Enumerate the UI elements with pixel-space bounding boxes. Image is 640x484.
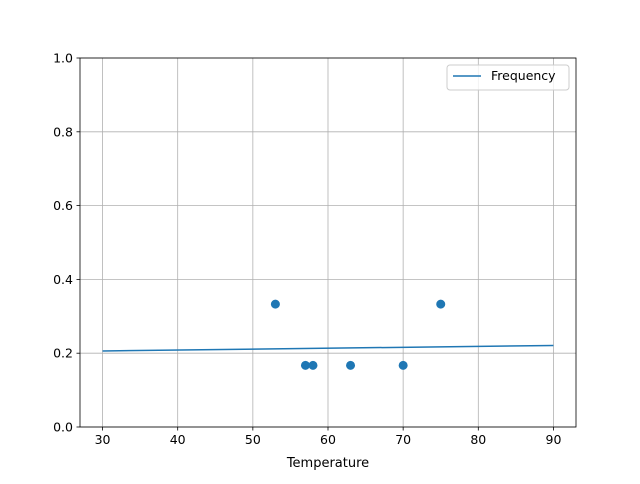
scatter-point [308,360,318,370]
scatter-point [346,360,356,370]
x-tick-label: 60 [320,432,336,447]
scatter-point [300,360,310,370]
x-axis-label: Temperature [286,456,369,471]
legend-label: Frequency [491,68,556,83]
x-tick-label: 30 [95,432,111,447]
x-tick-label: 40 [170,432,186,447]
ticks: 30 40 50 60 70 80 90 0.0 0.2 0.4 0.6 0.8 1.0 [53,51,561,448]
x-tick-label: 90 [546,432,562,447]
frequency-line [102,344,554,352]
scatter-point [436,299,446,309]
y-tick-label: 0.0 [53,420,73,435]
y-tick-label: 1.0 [53,51,73,66]
x-tick-label: 50 [245,432,261,447]
y-tick-label: 0.2 [53,346,73,361]
y-tick-label: 0.8 [53,124,73,139]
scatter-point [270,299,280,309]
legend: Frequency [446,64,570,91]
scatter-point [398,360,408,370]
legend-box [446,64,570,91]
x-tick-label: 70 [395,432,411,447]
plot-marks [102,299,554,370]
y-tick-label: 0.4 [53,272,73,287]
x-tick-label: 80 [470,432,486,447]
y-tick-label: 0.6 [53,198,73,213]
